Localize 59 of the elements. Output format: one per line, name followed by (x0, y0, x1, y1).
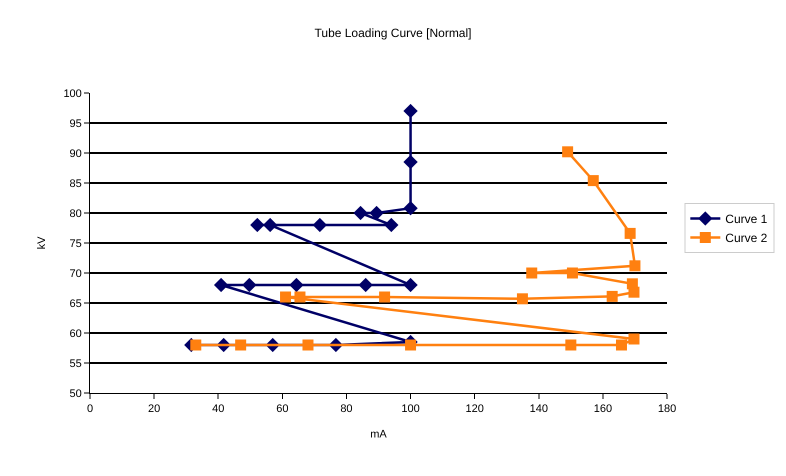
y-tick-label: 55 (70, 358, 82, 370)
x-tick-label: 180 (658, 403, 676, 416)
x-tick-label: 60 (276, 403, 288, 416)
y-tick-label: 80 (70, 208, 82, 220)
point (606, 290, 618, 302)
point (628, 334, 640, 344)
point (353, 206, 368, 220)
point (624, 228, 636, 239)
chart-title: Tube Loading Curve [Normal] (314, 26, 472, 40)
point (294, 292, 306, 302)
y-tick-label: 50 (70, 388, 82, 400)
point (190, 340, 202, 350)
point (302, 340, 314, 350)
point (369, 206, 384, 220)
point (214, 278, 228, 292)
point (242, 278, 256, 292)
point (566, 268, 578, 278)
x-tick-label: 140 (530, 403, 548, 416)
x-tick-label: 160 (594, 403, 612, 416)
y-tick-label: 100 (63, 88, 82, 100)
point (263, 218, 278, 232)
y-tick-label: 65 (70, 298, 82, 310)
point (312, 218, 327, 232)
y-tick-label: 60 (70, 328, 82, 340)
point (235, 340, 246, 350)
x-tick-label: 20 (148, 403, 160, 416)
point (405, 340, 416, 350)
point (628, 286, 640, 298)
y-tick-label: 70 (70, 268, 82, 280)
point (358, 278, 373, 292)
y-tick-label: 90 (70, 148, 82, 160)
y-tick-label: 85 (70, 178, 82, 190)
point (526, 268, 538, 278)
x-tick-label: 100 (401, 403, 420, 416)
x-axis-title: mA (370, 428, 388, 440)
y-axis-title: kV (36, 236, 48, 250)
point (403, 201, 418, 216)
point (403, 278, 418, 292)
point (562, 146, 574, 158)
point (280, 292, 292, 302)
x-tick-label: 80 (340, 403, 353, 416)
point (250, 218, 264, 232)
point (588, 175, 599, 186)
y-tick-label: 95 (70, 118, 82, 130)
point (289, 278, 304, 292)
y-tick-label: 75 (70, 238, 82, 250)
point (403, 104, 418, 118)
point (516, 293, 528, 304)
point (384, 218, 398, 232)
legend-label: Curve 2 (725, 231, 768, 246)
point (565, 340, 576, 350)
x-tick-label: 0 (86, 403, 94, 416)
point (403, 154, 418, 170)
x-tick-label: 120 (465, 403, 484, 416)
x-tick-label: 40 (212, 403, 224, 416)
point (379, 292, 390, 302)
point (629, 260, 640, 272)
point (616, 340, 627, 350)
legend-label: Curve 1 (725, 212, 768, 226)
